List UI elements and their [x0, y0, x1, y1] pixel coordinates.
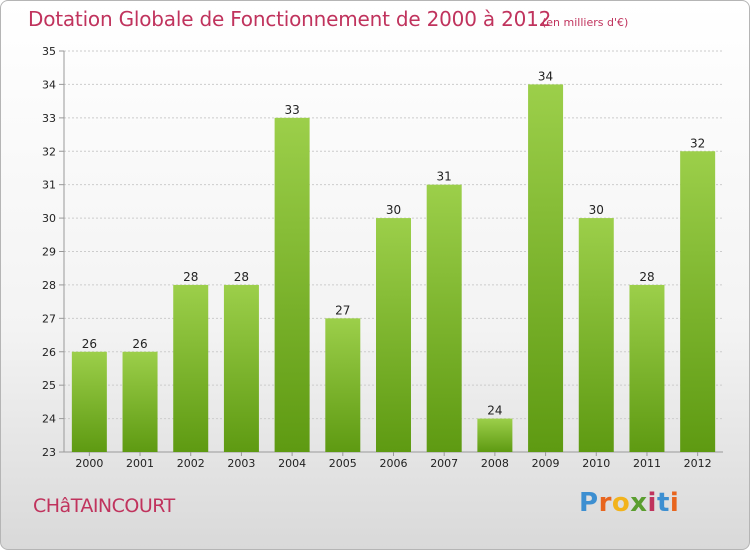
- logo-letter: P: [579, 488, 599, 518]
- x-tick-label: 2003: [227, 457, 255, 470]
- logo-letter: i: [669, 488, 680, 518]
- data-label: 32: [690, 136, 705, 150]
- y-tick-label: 24: [42, 413, 56, 426]
- data-label: 27: [335, 303, 350, 317]
- bar: [528, 84, 564, 453]
- y-tick-label: 29: [42, 246, 56, 259]
- x-tick-label: 2008: [481, 457, 509, 470]
- x-tick-label: 2001: [126, 457, 154, 470]
- data-label: 30: [589, 203, 604, 217]
- y-tick-label: 35: [42, 45, 56, 58]
- bar: [173, 284, 209, 452]
- data-label: 28: [234, 270, 249, 284]
- x-tick-label: 2007: [430, 457, 458, 470]
- logo-letter: x: [630, 488, 648, 518]
- x-tick-label: 2006: [380, 457, 408, 470]
- bar: [274, 117, 310, 452]
- y-tick-label: 23: [42, 446, 56, 459]
- y-tick-label: 25: [42, 379, 56, 392]
- x-tick-label: 2000: [75, 457, 103, 470]
- y-tick-label: 27: [42, 312, 56, 325]
- y-tick-label: 31: [42, 179, 56, 192]
- x-tick-label: 2011: [633, 457, 661, 470]
- chart-title: Dotation Globale de Fonctionnement de 20…: [28, 7, 552, 31]
- bar: [477, 418, 513, 452]
- data-label: 34: [538, 69, 553, 83]
- x-tick-label: 2009: [532, 457, 560, 470]
- x-tick-label: 2012: [684, 457, 712, 470]
- data-label: 28: [183, 270, 198, 284]
- data-label: 33: [284, 103, 299, 117]
- bar: [325, 318, 361, 452]
- data-label: 26: [132, 337, 147, 351]
- y-tick-label: 32: [42, 145, 56, 158]
- logo-letter: i: [647, 488, 657, 518]
- y-tick-label: 28: [42, 279, 56, 292]
- bar: [223, 284, 259, 452]
- data-label: 28: [639, 270, 654, 284]
- logo-letter: t: [656, 488, 670, 518]
- x-tick-label: 2010: [582, 457, 610, 470]
- bar: [376, 218, 411, 452]
- y-tick-label: 34: [42, 78, 56, 91]
- x-tick-label: 2002: [177, 457, 205, 470]
- commune-name: CHâTAINCOURT: [33, 495, 175, 517]
- data-label: 30: [386, 203, 401, 217]
- data-label: 26: [82, 337, 97, 351]
- y-tick-label: 30: [42, 212, 56, 225]
- logo-letter: r: [598, 488, 612, 518]
- y-tick-label: 33: [42, 112, 56, 125]
- bar: [680, 151, 716, 452]
- bar: [578, 218, 614, 452]
- bar: [71, 351, 107, 452]
- chart-unit: (en milliers d'€): [542, 16, 629, 29]
- data-label: 31: [437, 170, 452, 184]
- x-tick-label: 2004: [278, 457, 306, 470]
- x-tick-label: 2005: [329, 457, 357, 470]
- logo-letter: o: [611, 488, 631, 518]
- bar: [629, 284, 665, 452]
- y-tick-label: 26: [42, 346, 56, 359]
- bar: [426, 184, 462, 452]
- proxiti-logo: Proxiti: [579, 488, 679, 518]
- data-label: 24: [487, 404, 502, 418]
- bar: [122, 351, 158, 452]
